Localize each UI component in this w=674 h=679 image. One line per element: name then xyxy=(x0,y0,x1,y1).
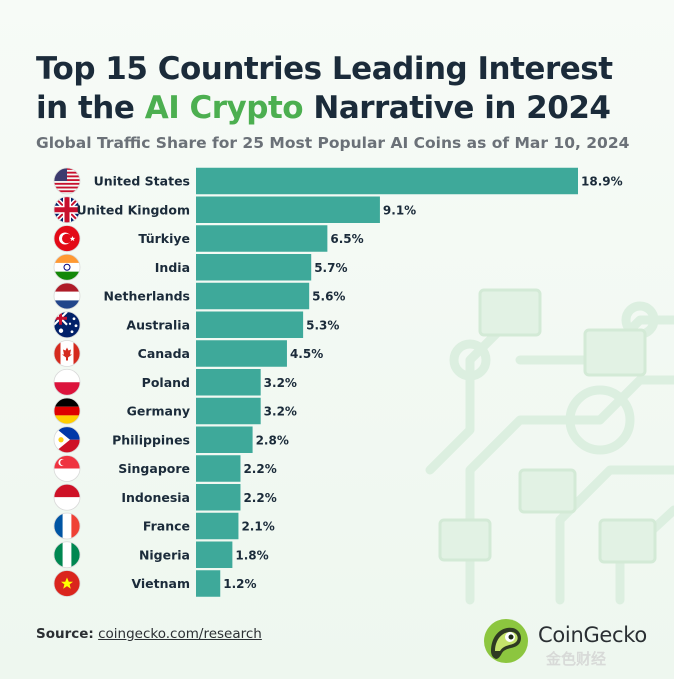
category-label: Canada xyxy=(138,346,190,361)
data-label: 1.8% xyxy=(235,548,268,562)
data-label: 5.7% xyxy=(314,261,347,275)
us-flag-icon xyxy=(54,168,80,193)
bar xyxy=(196,282,310,310)
data-label: 1.2% xyxy=(223,577,256,591)
bars xyxy=(196,167,578,597)
title-line-2-end: Narrative in 2024 xyxy=(303,90,611,126)
flag-border xyxy=(53,426,81,454)
category-label: Poland xyxy=(142,375,190,390)
category-label: United Kingdom xyxy=(77,202,190,217)
bar xyxy=(196,484,241,511)
bar-chart-svg: United States United Kingdom Türkiye India N… xyxy=(53,167,623,597)
uk-flag-icon xyxy=(54,196,80,223)
data-label: 6.5% xyxy=(330,232,363,246)
chart-title: Top 15 Countries Leading Interest in the … xyxy=(36,50,656,128)
bar xyxy=(196,196,380,223)
data-label: 2.1% xyxy=(241,520,274,534)
flag-border xyxy=(53,397,81,425)
category-label: United States xyxy=(94,174,190,189)
source-link[interactable]: coingecko.com/research xyxy=(98,626,262,642)
bar xyxy=(196,512,239,540)
source-note: Source: coingecko.com/research xyxy=(36,626,262,642)
data-label: 2.2% xyxy=(243,491,276,505)
flag-border xyxy=(53,483,81,511)
nigeria-flag-icon xyxy=(54,541,80,568)
category-label: Australia xyxy=(126,317,190,332)
category-label: Nigeria xyxy=(139,547,190,562)
data-labels: 18.9% 9.1% 6.5% 5.7% 5.6% 5.3% 4.5% 3.2% 3.2% 2.8… xyxy=(223,175,622,592)
gecko-logo-icon xyxy=(484,619,528,663)
data-label: 2.8% xyxy=(256,433,289,447)
vietnam-flag-icon xyxy=(54,570,80,597)
category-label: Netherlands xyxy=(104,289,190,304)
netherlands-flag-icon xyxy=(54,283,80,309)
flag-border xyxy=(53,311,81,339)
brand-block: CoinGecko 金色财经 xyxy=(482,613,662,669)
flag-border xyxy=(53,541,81,569)
singapore-flag-icon xyxy=(54,455,80,482)
bar xyxy=(196,369,261,396)
flag-border xyxy=(53,455,81,482)
category-label: Singapore xyxy=(118,461,190,476)
bar xyxy=(196,570,221,597)
bar xyxy=(196,340,287,367)
data-label: 9.1% xyxy=(383,203,416,217)
category-label: Indonesia xyxy=(121,490,190,505)
watermark-text: 金色财经 xyxy=(546,650,607,668)
poland-flag-icon xyxy=(54,369,80,396)
category-label: India xyxy=(155,260,190,275)
bar xyxy=(196,426,253,453)
title-highlight: AI Crypto xyxy=(144,90,304,126)
data-label: 3.2% xyxy=(264,376,297,390)
category-labels: United States United Kingdom Türkiye India N… xyxy=(77,174,190,592)
germany-flag-icon xyxy=(54,398,80,424)
title-line-1: Top 15 Countries Leading Interest xyxy=(36,51,613,87)
flag-border xyxy=(53,512,81,540)
data-label: 18.9% xyxy=(581,175,623,189)
flag-border xyxy=(53,570,81,597)
flag-border xyxy=(53,225,81,252)
category-label: France xyxy=(143,519,190,534)
category-label: Philippines xyxy=(112,432,190,447)
philippines-flag-icon xyxy=(54,426,80,453)
bar xyxy=(196,225,328,252)
data-label: 2.2% xyxy=(243,462,276,476)
category-label: Germany xyxy=(127,404,190,419)
india-flag-icon xyxy=(54,254,80,281)
bar xyxy=(196,541,233,568)
indonesia-flag-icon xyxy=(54,484,80,511)
brand-name: CoinGecko xyxy=(538,623,647,647)
australia-flag-icon xyxy=(54,311,80,338)
flag-border xyxy=(53,282,81,310)
bar xyxy=(196,167,578,195)
chart-subtitle: Global Traffic Share for 25 Most Popular… xyxy=(36,134,630,152)
france-flag-icon xyxy=(54,513,80,539)
category-label: Türkiye xyxy=(138,231,190,246)
canada-flag-icon xyxy=(54,340,80,367)
bar-chart: United States United Kingdom Türkiye India N… xyxy=(0,162,674,602)
flag-border xyxy=(53,340,81,367)
flag-border xyxy=(53,253,81,281)
data-label: 4.5% xyxy=(290,347,323,361)
data-label: 5.3% xyxy=(306,318,339,332)
title-line-2-start: in the xyxy=(36,90,145,126)
category-label: Vietnam xyxy=(131,576,190,591)
bar xyxy=(196,254,312,281)
data-label: 3.2% xyxy=(264,405,297,419)
bar xyxy=(196,397,261,425)
flag-border xyxy=(53,167,81,195)
flag-column xyxy=(53,167,81,597)
turkey-flag-icon xyxy=(54,225,80,252)
flag-border xyxy=(53,196,81,224)
data-label: 5.6% xyxy=(312,290,345,304)
source-label: Source: xyxy=(36,626,94,642)
bar xyxy=(196,455,241,482)
flag-border xyxy=(53,368,81,396)
bar xyxy=(196,311,304,338)
